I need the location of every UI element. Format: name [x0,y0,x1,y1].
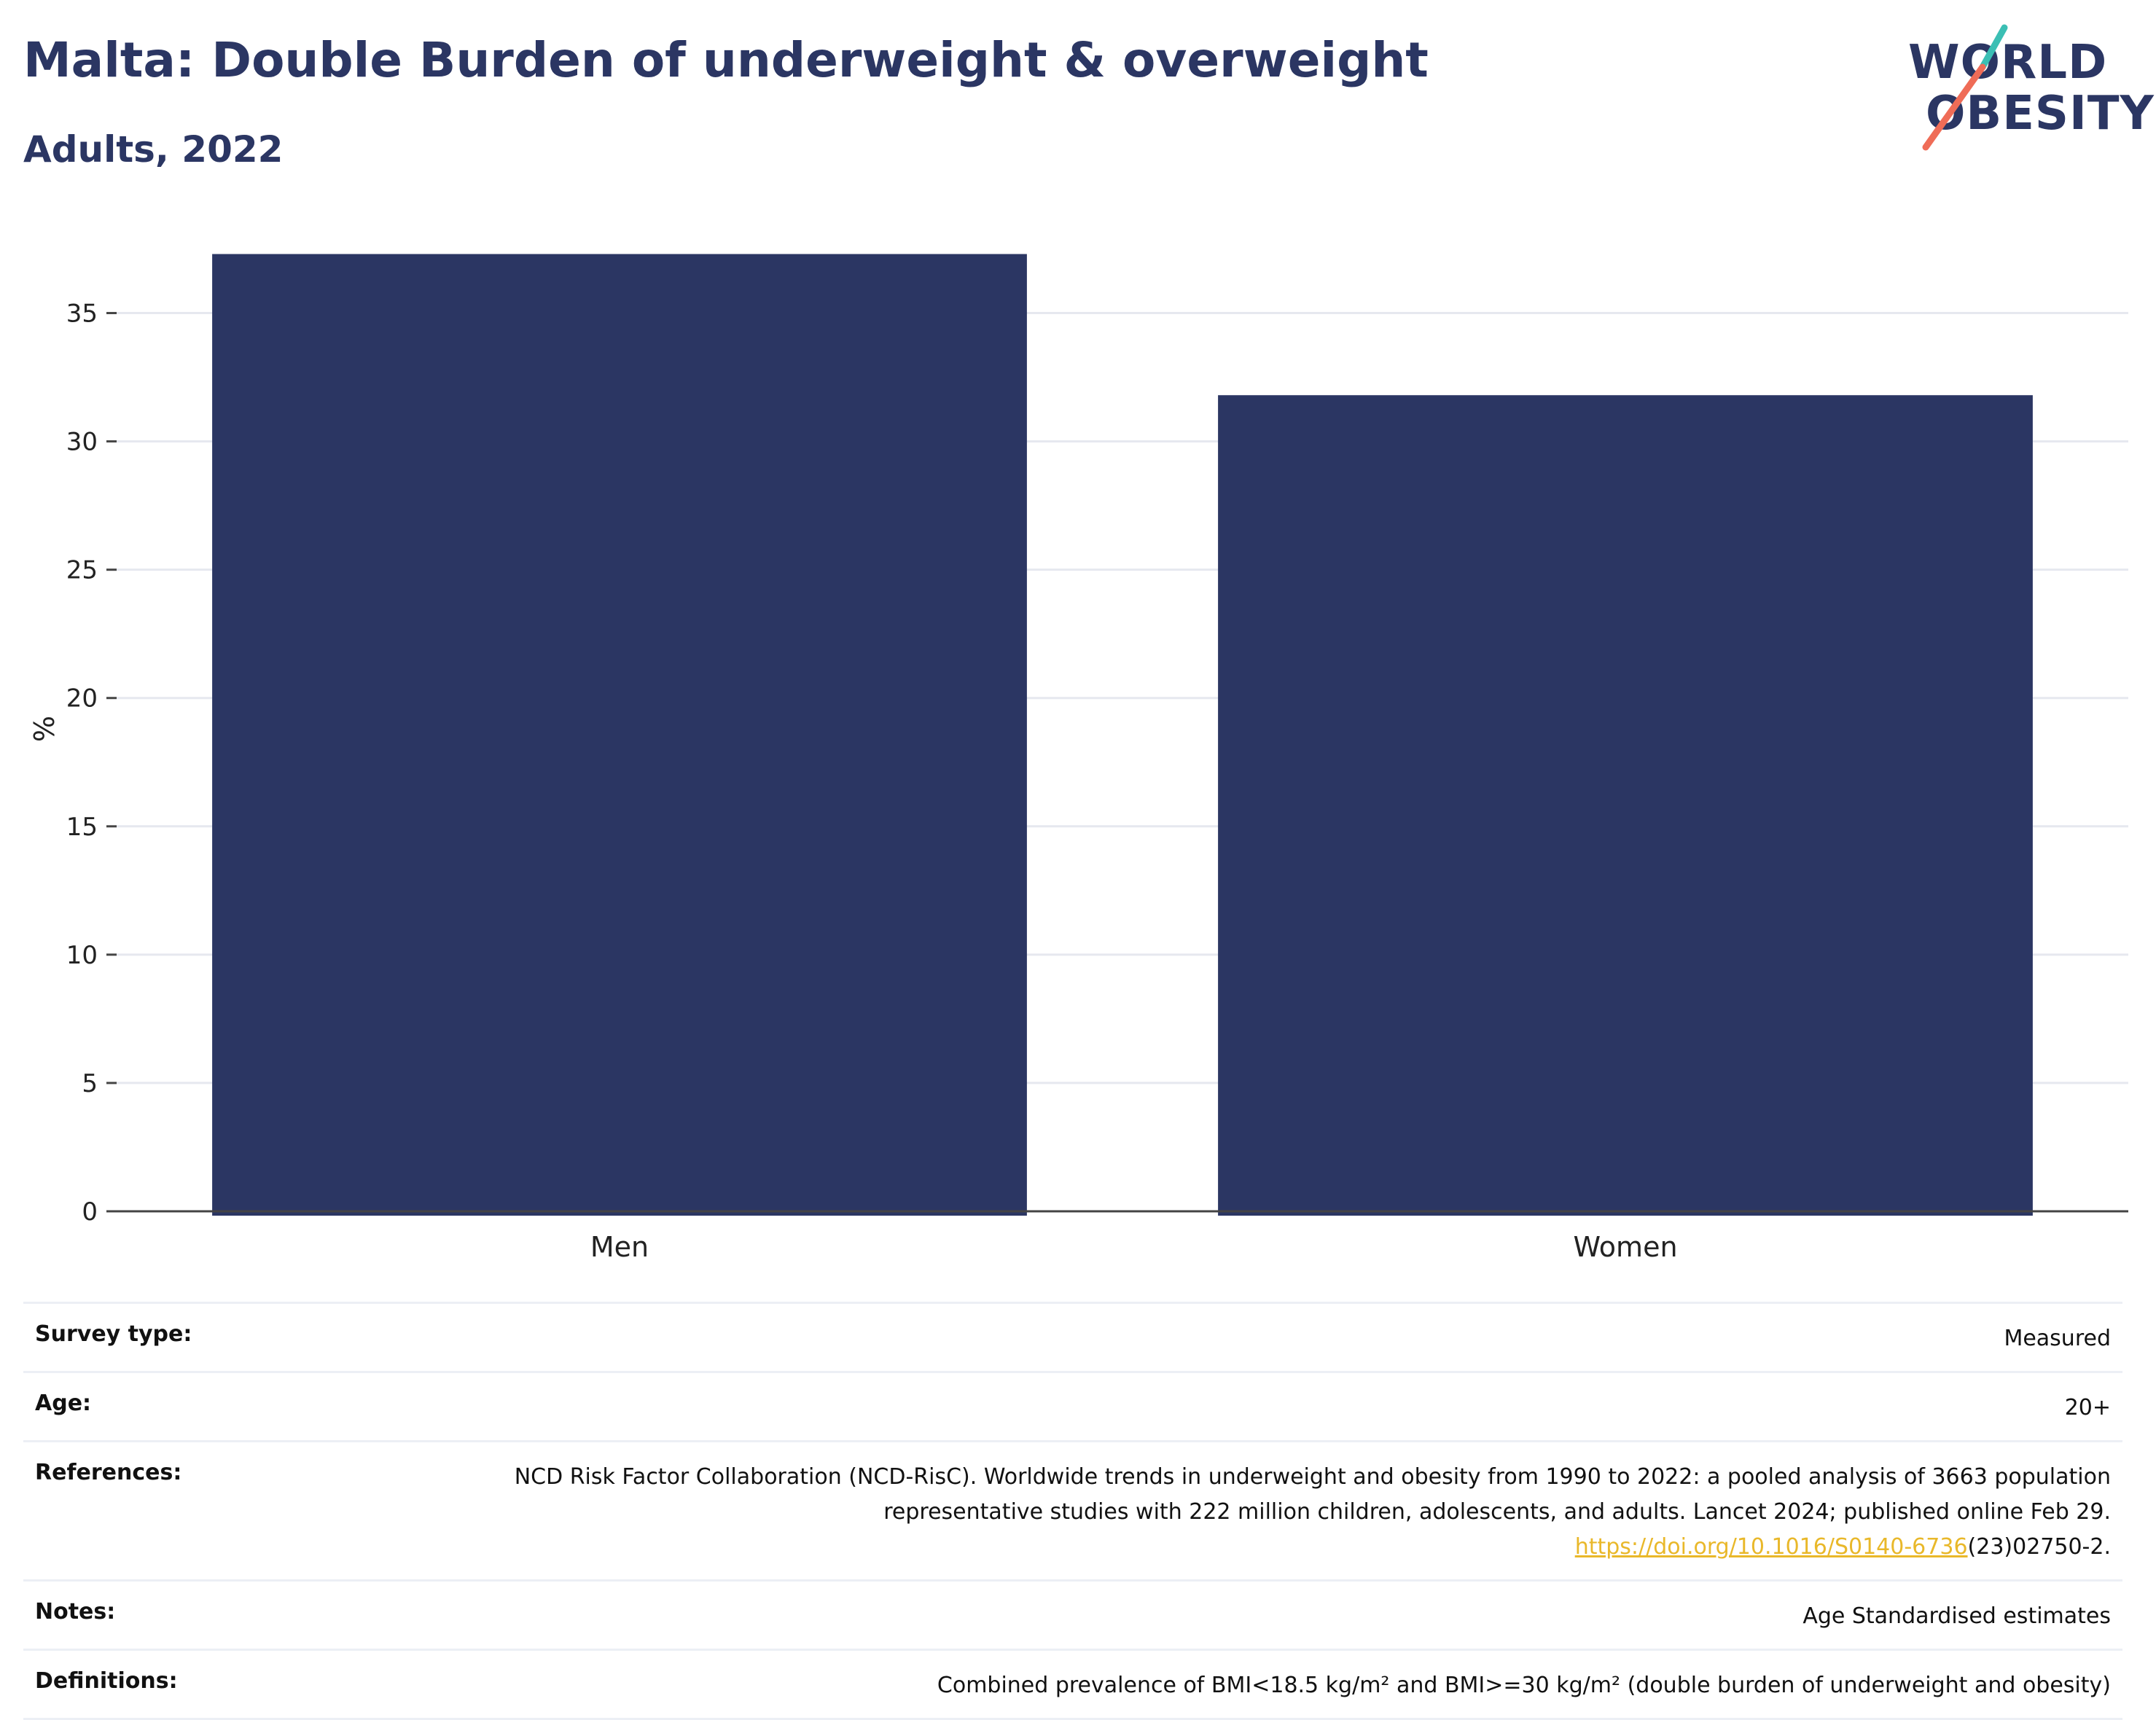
bars [212,254,2033,1216]
y-tick-label: 30 [66,428,98,457]
y-tick-label: 0 [82,1197,98,1227]
meta-value-references: NCD Risk Factor Collaboration (NCD-RisC)… [464,1460,2111,1565]
y-tick-label: 10 [66,941,98,970]
logo-line-1: WORLD [1908,36,2108,90]
bar-men [212,254,1027,1216]
reference-text: NCD Risk Factor Collaboration (NCD-RisC)… [514,1464,2111,1525]
logo-slash-teal [1979,24,2008,71]
y-tick-label: 5 [82,1069,98,1098]
x-axis-ticks: Men Women [590,1231,1678,1261]
meta-value: Measured [2004,1326,2111,1351]
meta-row-references: References: NCD Risk Factor Collaboratio… [23,1440,2122,1579]
meta-row-age: Age: 20+ [23,1371,2122,1440]
x-tick-label: Men [590,1231,649,1261]
logo-slash-icon [1922,24,2008,151]
y-axis-ticks: 0 5 10 15 20 25 30 35 [66,300,117,1227]
y-tick-label: 25 [66,556,98,585]
meta-row-notes: Notes: Age Standardised estimates [23,1579,2122,1649]
reference-doi-suffix: (23)02750-2. [1967,1534,2111,1560]
meta-label: Notes: [35,1599,116,1625]
y-tick-label: 15 [66,813,98,842]
logo-slash-coral [1922,63,1986,151]
y-tick-label: 35 [66,300,98,329]
chart-title: Malta: Double Burden of underweight & ov… [23,32,1429,88]
meta-row-survey-type: Survey type: Measured [23,1302,2122,1371]
meta-row-definitions: Definitions: Combined prevalence of BMI<… [23,1649,2122,1720]
meta-value: Combined prevalence of BMI<18.5 kg/m² an… [937,1673,2111,1698]
x-tick-label: Women [1573,1231,1677,1261]
meta-label: Age: [35,1391,92,1416]
y-tick-label: 20 [66,684,98,714]
meta-value: 20+ [2064,1395,2111,1420]
bar-chart: 0 5 10 15 20 25 30 35 Men Women % [28,254,2128,1261]
reference-doi-link[interactable]: https://doi.org/10.1016/S0140-6736 [1574,1534,1968,1560]
meta-label: Survey type: [35,1321,192,1347]
world-obesity-logo: WORLD OBESITY [1895,22,2154,153]
meta-label: References: [35,1460,182,1485]
metadata-table: Survey type: Measured Age: 20+ Reference… [23,1302,2122,1720]
bar-women [1218,395,2033,1216]
meta-value: Age Standardised estimates [1802,1603,2111,1629]
y-axis-title: % [28,716,60,742]
chart-subtitle: Adults, 2022 [23,128,284,171]
meta-label: Definitions: [35,1668,178,1694]
